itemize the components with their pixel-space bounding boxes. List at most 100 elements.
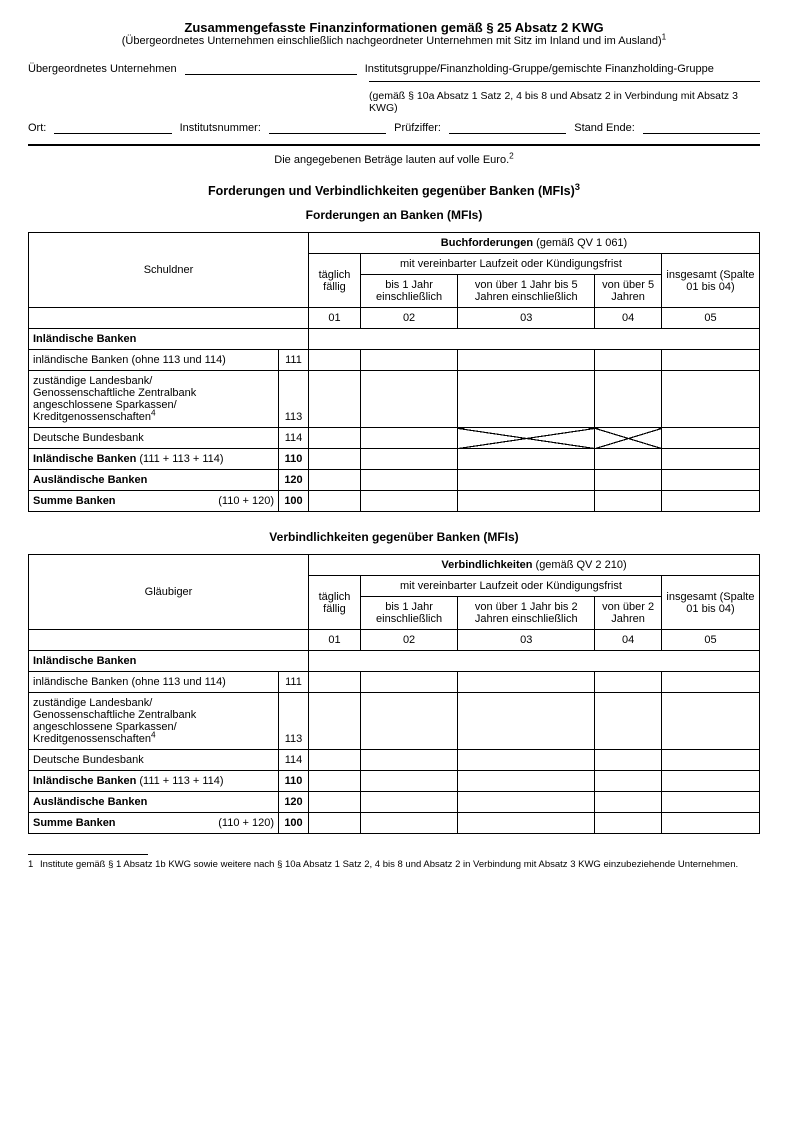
institutsnummer-input[interactable]: [269, 120, 386, 134]
cell[interactable]: [458, 693, 595, 750]
cell[interactable]: [309, 371, 361, 428]
cell[interactable]: [360, 491, 457, 512]
cell[interactable]: [661, 750, 759, 771]
cell[interactable]: [458, 470, 595, 491]
r6a: Summe Banken: [33, 495, 116, 507]
table-row: Ausländische Banken 120: [29, 792, 760, 813]
cell[interactable]: [661, 350, 759, 371]
cell[interactable]: [360, 771, 457, 792]
row-label: inländische Banken (ohne 113 und 114): [29, 672, 279, 693]
cell[interactable]: [595, 371, 662, 428]
cell[interactable]: [661, 371, 759, 428]
section-title-text: Forderungen und Verbindlichkeiten gegenü…: [208, 184, 575, 198]
cell[interactable]: [360, 470, 457, 491]
cell[interactable]: [661, 470, 759, 491]
cell[interactable]: [661, 491, 759, 512]
cell[interactable]: [458, 350, 595, 371]
parent-company-input[interactable]: [185, 61, 357, 75]
page-title: Zusammengefasste Finanzinformationen gem…: [28, 20, 760, 35]
cell[interactable]: [595, 771, 662, 792]
cell[interactable]: [309, 350, 361, 371]
cell[interactable]: [360, 792, 457, 813]
subtitle-text: (Übergeordnetes Unternehmen einschließli…: [122, 35, 662, 47]
cell[interactable]: [595, 693, 662, 750]
cell[interactable]: [309, 672, 361, 693]
cell[interactable]: [360, 693, 457, 750]
cell[interactable]: [360, 750, 457, 771]
cell[interactable]: [458, 491, 595, 512]
cell[interactable]: [661, 449, 759, 470]
cell[interactable]: [595, 470, 662, 491]
r6b: (110 + 120): [218, 817, 274, 829]
cell[interactable]: [458, 371, 595, 428]
cell[interactable]: [360, 449, 457, 470]
ort-label: Ort:: [28, 122, 46, 134]
row-label: Inländische Banken (111 + 113 + 114): [29, 449, 279, 470]
cell[interactable]: [309, 449, 361, 470]
cell[interactable]: [360, 350, 457, 371]
cell[interactable]: [360, 428, 457, 449]
row-label: Inländische Banken (111 + 113 + 114): [29, 771, 279, 792]
row-code: 114: [279, 750, 309, 771]
taeglich-header: täglich fällig: [309, 254, 361, 308]
r6a: Summe Banken: [33, 817, 116, 829]
cell[interactable]: [309, 750, 361, 771]
row-label: Summe Banken (110 + 120): [29, 813, 279, 834]
ueber1bis5-header: von über 1 Jahr bis 5 Jahren einschließl…: [458, 275, 595, 308]
cell[interactable]: [458, 771, 595, 792]
bis1-header: bis 1 Jahr einschließlich: [360, 275, 457, 308]
cell[interactable]: [309, 813, 361, 834]
cell[interactable]: [661, 428, 759, 449]
cell[interactable]: [661, 792, 759, 813]
row-label: inländische Banken (ohne 113 und 114): [29, 350, 279, 371]
cell[interactable]: [309, 771, 361, 792]
sup-3: 3: [575, 182, 580, 192]
cell[interactable]: [595, 672, 662, 693]
cell[interactable]: [458, 813, 595, 834]
cell[interactable]: [661, 813, 759, 834]
cell[interactable]: [309, 491, 361, 512]
col-03: 03: [458, 308, 595, 329]
cell[interactable]: [360, 813, 457, 834]
cell[interactable]: [595, 350, 662, 371]
table-row: Summe Banken(110 + 120) 100: [29, 491, 760, 512]
footnote-num: 1: [28, 859, 36, 870]
cell[interactable]: [661, 771, 759, 792]
cell[interactable]: [309, 792, 361, 813]
cell[interactable]: [458, 672, 595, 693]
cell[interactable]: [309, 470, 361, 491]
cell[interactable]: [458, 750, 595, 771]
row-code: 111: [279, 672, 309, 693]
row-code: 113: [279, 693, 309, 750]
group-note: (gemäß § 10a Absatz 1 Satz 2, 4 bis 8 un…: [369, 90, 760, 114]
row-code: 110: [279, 771, 309, 792]
cell[interactable]: [458, 792, 595, 813]
cell[interactable]: [595, 792, 662, 813]
cell[interactable]: [360, 672, 457, 693]
cell[interactable]: [458, 449, 595, 470]
row-code: 114: [279, 428, 309, 449]
cell[interactable]: [360, 371, 457, 428]
table-row: inländische Banken (ohne 113 und 114) 11…: [29, 672, 760, 693]
cell[interactable]: [595, 491, 662, 512]
row-label: Deutsche Bundesbank: [29, 750, 279, 771]
cell[interactable]: [309, 693, 361, 750]
footnote-separator: [28, 854, 148, 855]
cell[interactable]: [309, 428, 361, 449]
stand-ende-input[interactable]: [643, 120, 760, 134]
cell[interactable]: [661, 693, 759, 750]
r4b: (111 + 113 + 114): [136, 453, 223, 465]
cell[interactable]: [595, 449, 662, 470]
row-heading: Inländische Banken: [29, 651, 309, 672]
ort-input[interactable]: [54, 120, 171, 134]
pruefziffer-input[interactable]: [449, 120, 566, 134]
euro-note-text: Die angegebenen Beträge lauten auf volle…: [274, 154, 509, 166]
cell[interactable]: [595, 750, 662, 771]
taeglich-header: täglich fällig: [309, 576, 361, 630]
row-label: Deutsche Bundesbank: [29, 428, 279, 449]
cell[interactable]: [661, 672, 759, 693]
cell[interactable]: [595, 813, 662, 834]
r4a: Inländische Banken: [33, 775, 136, 787]
verbindlichkeiten-label: Verbindlichkeiten: [441, 559, 532, 571]
verbindlichkeiten-header: Verbindlichkeiten (gemäß QV 2 210): [309, 555, 760, 576]
